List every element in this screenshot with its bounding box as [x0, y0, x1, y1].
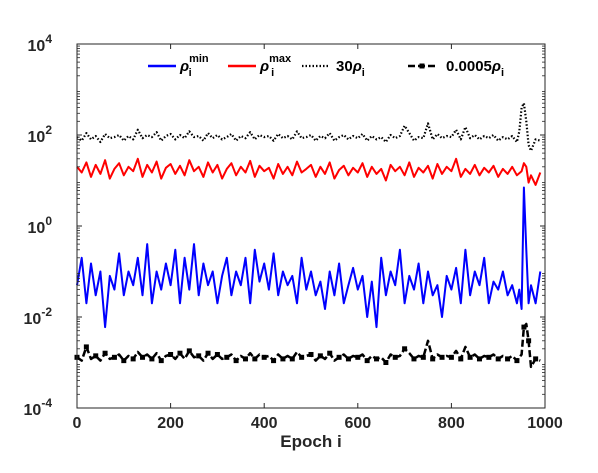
series-marker-rho_0005 — [224, 354, 230, 360]
series-marker-rho_0005 — [308, 351, 314, 357]
series-marker-rho_0005 — [214, 351, 220, 357]
series-marker-rho_0005 — [158, 358, 164, 364]
series-marker-rho_0005 — [261, 354, 267, 360]
series-marker-rho_0005 — [242, 356, 248, 362]
series-marker-rho_0005 — [392, 354, 398, 360]
series-marker-rho_0005 — [299, 354, 305, 360]
series-marker-rho_0005 — [430, 356, 436, 362]
legend-label: ρmax i — [259, 53, 292, 79]
y-tick-label: 10-4 — [24, 396, 53, 419]
series-marker-rho_0005 — [526, 338, 532, 344]
series-marker-rho_0005 — [186, 348, 192, 354]
series-marker-rho_0005 — [411, 356, 417, 362]
series-marker-rho_0005 — [140, 354, 146, 360]
series-marker-rho_0005 — [505, 356, 511, 362]
series-marker-rho_0005 — [345, 356, 351, 362]
series-marker-rho_0005 — [280, 356, 286, 362]
series-marker-rho_0005 — [364, 358, 370, 364]
legend-marker — [419, 63, 425, 69]
y-tick-label: 104 — [28, 32, 53, 55]
series-marker-rho_0005 — [130, 356, 136, 362]
legend-label: 30ρi — [336, 58, 365, 79]
series-marker-rho_0005 — [168, 351, 174, 357]
y-tick-label: 100 — [28, 214, 53, 237]
series-marker-rho_0005 — [289, 356, 295, 362]
series-marker-rho_0005 — [467, 354, 473, 360]
series-marker-rho_0005 — [439, 354, 445, 360]
series-marker-rho_0005 — [521, 324, 527, 330]
series-marker-rho_0005 — [271, 358, 277, 364]
series-marker-rho_0005 — [317, 353, 323, 359]
series-marker-rho_0005 — [402, 346, 408, 352]
series-line-rho_min — [76, 186, 542, 329]
series-marker-rho_0005 — [336, 354, 342, 360]
legend: ρmin i ρmax i 30ρi 0.0005ρi — [148, 53, 504, 79]
series-marker-rho_0005 — [514, 358, 520, 364]
series-marker-rho_0005 — [374, 356, 380, 362]
series-line-rho_30 — [76, 102, 541, 152]
series-marker-rho_0005 — [93, 353, 99, 359]
series-marker-rho_0005 — [121, 358, 127, 364]
y-tick-label: 102 — [28, 123, 53, 146]
x-tick-label: 200 — [157, 415, 184, 432]
legend-label: ρmin i — [179, 53, 209, 79]
series-marker-rho_0005 — [233, 358, 239, 364]
series-marker-rho_0005 — [383, 360, 389, 365]
series-marker-rho_0005 — [205, 350, 211, 356]
series-marker-rho_0005 — [83, 344, 89, 350]
series-marker-rho_0005 — [420, 354, 426, 360]
series-marker-rho_0005 — [476, 356, 482, 362]
x-tick-label: 0 — [73, 415, 82, 432]
x-tick-label: 600 — [344, 415, 371, 432]
series-marker-rho_0005 — [448, 354, 454, 360]
series-layer — [74, 102, 542, 369]
x-tick-label: 800 — [438, 415, 465, 432]
series-marker-rho_0005 — [458, 356, 464, 362]
series-marker-rho_0005 — [495, 356, 501, 362]
series-marker-rho_0005 — [177, 350, 183, 356]
series-marker-rho_0005 — [149, 356, 155, 362]
series-marker-rho_0005 — [486, 354, 492, 360]
legend-label: 0.0005ρi — [446, 58, 504, 79]
series-marker-rho_0005 — [102, 350, 108, 356]
series-marker-rho_0005 — [196, 353, 202, 359]
series-marker-rho_0005 — [252, 356, 258, 362]
series-marker-rho_0005 — [533, 356, 539, 362]
axes-layer: 0 200 400 600 800 1000 10-4 10-2 100 102 104 — [24, 32, 563, 432]
series-marker-rho_0005 — [355, 354, 361, 360]
x-axis-label: Epoch i — [280, 432, 341, 451]
series-line-rho_max — [76, 157, 542, 186]
y-tick-label: 10-2 — [24, 305, 53, 328]
x-tick-label: 1000 — [527, 415, 563, 432]
x-tick-label: 400 — [251, 415, 278, 432]
series-marker-rho_0005 — [111, 354, 117, 360]
series-marker-rho_0005 — [327, 350, 333, 356]
